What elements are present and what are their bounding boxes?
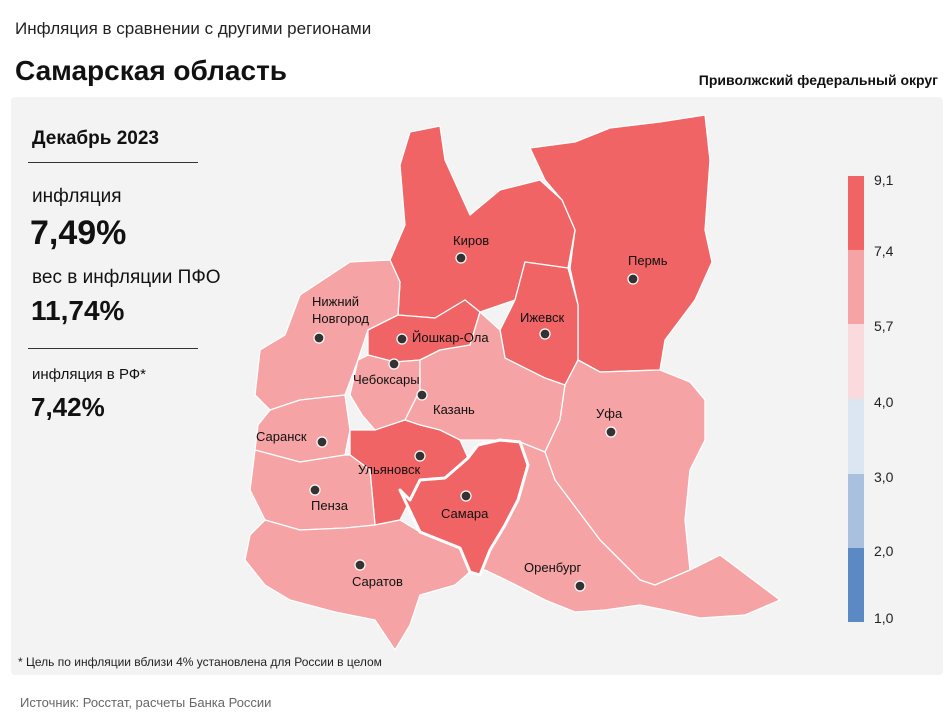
legend-tick: 9,1 (874, 172, 894, 188)
legend-tick: 1,0 (874, 610, 894, 626)
city-dot-ulyanovsk (414, 450, 426, 462)
region-samara (398, 438, 530, 577)
legend-swatch-2 (848, 250, 864, 324)
city-dot-yoshkar (396, 333, 408, 345)
legend-tick: 7,4 (874, 243, 894, 259)
legend-tick: 4,0 (874, 394, 894, 410)
city-dot-ufa (605, 426, 617, 438)
source-note: Источник: Росстат, расчеты Банка России (20, 695, 272, 710)
legend-swatch-6 (848, 548, 864, 622)
city-label-saratov: Саратов (352, 574, 403, 589)
city-dot-saratov (354, 559, 366, 571)
legend-tick: 2,0 (874, 543, 894, 559)
city-label-kirov: Киров (453, 233, 489, 248)
city-dot-izhevsk (539, 328, 551, 340)
rf-inflation-value: 7,42% (31, 392, 105, 422)
legend-tick: 3,0 (874, 469, 894, 485)
city-label-penza: Пенза (311, 498, 349, 513)
city-label-yoshkar: Йошкар-Ола (412, 330, 489, 345)
rf-inflation-label: инфляция в РФ* (32, 366, 147, 383)
legend-swatch-5 (848, 474, 864, 548)
city-label-orenburg: Оренбург (524, 560, 581, 575)
period-label: Декабрь 2023 (32, 128, 159, 149)
city-dot-kirov (455, 252, 467, 264)
city-label-ufa: Уфа (596, 406, 623, 421)
city-dot-samara (460, 490, 472, 502)
city-dot-cheboksary (388, 358, 400, 370)
inflation-label: инфляция (32, 186, 122, 207)
city-label-nizhny-2: Новгород (312, 311, 369, 326)
city-dot-perm (627, 273, 639, 285)
city-label-perm: Пермь (628, 253, 668, 268)
weight-label: вес в инфляции ПФО (32, 267, 221, 288)
divider (28, 348, 198, 349)
district-label: Приволжский федеральный округ (698, 72, 938, 88)
legend-swatch-1 (848, 176, 864, 250)
city-dot-saransk (316, 436, 328, 448)
legend-swatch-3 (848, 324, 864, 399)
city-label-saransk: Саранск (256, 429, 307, 444)
city-dot-orenburg (574, 580, 586, 592)
weight-value: 11,74% (31, 295, 125, 326)
region-saratov (244, 519, 471, 651)
legend-swatch-4 (848, 399, 864, 474)
city-dot-penza (309, 484, 321, 496)
city-dot-nizhny (313, 332, 325, 344)
divider (28, 162, 198, 163)
inflation-value: 7,49% (30, 214, 127, 252)
page-subtitle: Инфляция в сравнении с другими регионами (15, 19, 372, 38)
city-label-izhevsk: Ижевск (520, 310, 565, 325)
city-label-nizhny-1: Нижний (312, 294, 359, 309)
city-label-kazan: Казань (433, 402, 475, 417)
city-label-ulyanovsk: Ульяновск (358, 462, 420, 477)
region-nizhny (254, 259, 401, 411)
city-label-samara: Самара (441, 506, 489, 521)
page-title: Самарская область (15, 55, 287, 86)
city-label-cheboksary: Чебоксары (353, 372, 420, 387)
legend-tick: 5,7 (874, 318, 894, 334)
footnote: * Цель по инфляции вблизи 4% установлена… (18, 655, 382, 669)
city-dot-kazan (416, 389, 428, 401)
